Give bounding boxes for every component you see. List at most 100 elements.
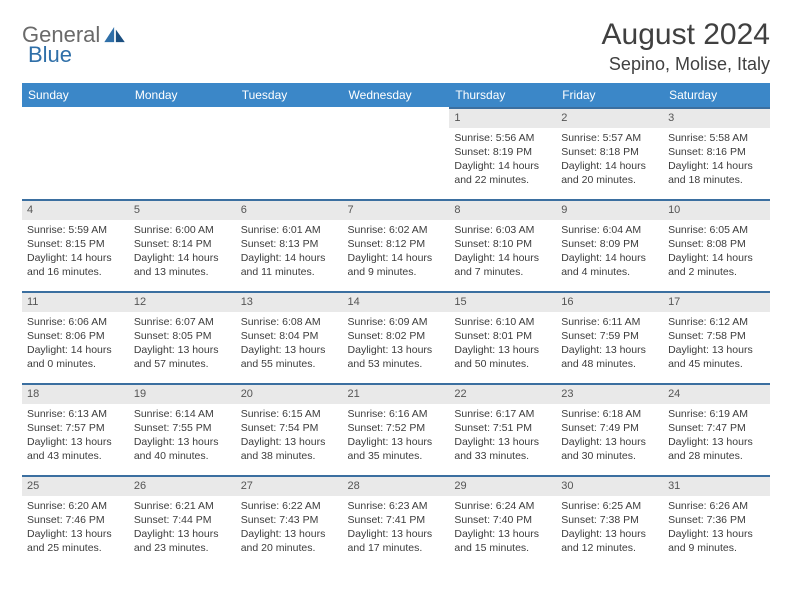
calendar-cell: 7Sunrise: 6:02 AMSunset: 8:12 PMDaylight…: [343, 199, 450, 291]
day-details: Sunrise: 6:21 AMSunset: 7:44 PMDaylight:…: [129, 496, 236, 561]
location-label: Sepino, Molise, Italy: [602, 54, 770, 75]
day-details: Sunrise: 6:08 AMSunset: 8:04 PMDaylight:…: [236, 312, 343, 377]
weekday-header: Wednesday: [343, 83, 450, 107]
day-number: 24: [663, 383, 770, 404]
calendar-cell: 2Sunrise: 5:57 AMSunset: 8:18 PMDaylight…: [556, 107, 663, 199]
day-details: Sunrise: 6:09 AMSunset: 8:02 PMDaylight:…: [343, 312, 450, 377]
logo-blue-wrap: Blue: [28, 42, 72, 68]
day-details: Sunrise: 6:15 AMSunset: 7:54 PMDaylight:…: [236, 404, 343, 469]
day-details: Sunrise: 6:10 AMSunset: 8:01 PMDaylight:…: [449, 312, 556, 377]
month-title: August 2024: [602, 18, 770, 52]
calendar-row: 18Sunrise: 6:13 AMSunset: 7:57 PMDayligh…: [22, 383, 770, 475]
day-details: Sunrise: 6:20 AMSunset: 7:46 PMDaylight:…: [22, 496, 129, 561]
day-number: 14: [343, 291, 450, 312]
page-header: General August 2024 Sepino, Molise, Ital…: [22, 18, 770, 75]
day-details: Sunrise: 6:19 AMSunset: 7:47 PMDaylight:…: [663, 404, 770, 469]
calendar-cell: 21Sunrise: 6:16 AMSunset: 7:52 PMDayligh…: [343, 383, 450, 475]
day-details: Sunrise: 6:17 AMSunset: 7:51 PMDaylight:…: [449, 404, 556, 469]
calendar-cell: 28Sunrise: 6:23 AMSunset: 7:41 PMDayligh…: [343, 475, 450, 567]
day-details: Sunrise: 5:58 AMSunset: 8:16 PMDaylight:…: [663, 128, 770, 193]
weekday-header: Friday: [556, 83, 663, 107]
calendar-cell: 18Sunrise: 6:13 AMSunset: 7:57 PMDayligh…: [22, 383, 129, 475]
calendar-cell: [22, 107, 129, 199]
calendar-cell: 31Sunrise: 6:26 AMSunset: 7:36 PMDayligh…: [663, 475, 770, 567]
weekday-header: Tuesday: [236, 83, 343, 107]
title-block: August 2024 Sepino, Molise, Italy: [602, 18, 770, 75]
calendar-cell: 5Sunrise: 6:00 AMSunset: 8:14 PMDaylight…: [129, 199, 236, 291]
day-number: 7: [343, 199, 450, 220]
calendar-body: 1Sunrise: 5:56 AMSunset: 8:19 PMDaylight…: [22, 107, 770, 567]
calendar-cell: 26Sunrise: 6:21 AMSunset: 7:44 PMDayligh…: [129, 475, 236, 567]
day-number: 5: [129, 199, 236, 220]
day-number: 10: [663, 199, 770, 220]
calendar-row: 25Sunrise: 6:20 AMSunset: 7:46 PMDayligh…: [22, 475, 770, 567]
calendar-cell: 4Sunrise: 5:59 AMSunset: 8:15 PMDaylight…: [22, 199, 129, 291]
calendar-row: 11Sunrise: 6:06 AMSunset: 8:06 PMDayligh…: [22, 291, 770, 383]
calendar-cell: 9Sunrise: 6:04 AMSunset: 8:09 PMDaylight…: [556, 199, 663, 291]
calendar-cell: 29Sunrise: 6:24 AMSunset: 7:40 PMDayligh…: [449, 475, 556, 567]
day-details: Sunrise: 6:13 AMSunset: 7:57 PMDaylight:…: [22, 404, 129, 469]
day-number: 9: [556, 199, 663, 220]
calendar-table: SundayMondayTuesdayWednesdayThursdayFrid…: [22, 83, 770, 567]
day-number: 2: [556, 107, 663, 128]
calendar-header-row: SundayMondayTuesdayWednesdayThursdayFrid…: [22, 83, 770, 107]
day-details: Sunrise: 6:22 AMSunset: 7:43 PMDaylight:…: [236, 496, 343, 561]
weekday-header: Sunday: [22, 83, 129, 107]
day-details: Sunrise: 5:56 AMSunset: 8:19 PMDaylight:…: [449, 128, 556, 193]
day-number: 28: [343, 475, 450, 496]
day-number: 17: [663, 291, 770, 312]
day-details: Sunrise: 6:04 AMSunset: 8:09 PMDaylight:…: [556, 220, 663, 285]
day-number: 21: [343, 383, 450, 404]
calendar-cell: 27Sunrise: 6:22 AMSunset: 7:43 PMDayligh…: [236, 475, 343, 567]
day-number: 23: [556, 383, 663, 404]
day-number: 26: [129, 475, 236, 496]
day-details: Sunrise: 6:11 AMSunset: 7:59 PMDaylight:…: [556, 312, 663, 377]
calendar-cell: 15Sunrise: 6:10 AMSunset: 8:01 PMDayligh…: [449, 291, 556, 383]
calendar-cell: 22Sunrise: 6:17 AMSunset: 7:51 PMDayligh…: [449, 383, 556, 475]
day-details: Sunrise: 6:24 AMSunset: 7:40 PMDaylight:…: [449, 496, 556, 561]
calendar-cell: [236, 107, 343, 199]
calendar-cell: 19Sunrise: 6:14 AMSunset: 7:55 PMDayligh…: [129, 383, 236, 475]
day-details: Sunrise: 6:14 AMSunset: 7:55 PMDaylight:…: [129, 404, 236, 469]
calendar-cell: 11Sunrise: 6:06 AMSunset: 8:06 PMDayligh…: [22, 291, 129, 383]
calendar-cell: 17Sunrise: 6:12 AMSunset: 7:58 PMDayligh…: [663, 291, 770, 383]
weekday-header: Thursday: [449, 83, 556, 107]
day-details: Sunrise: 6:26 AMSunset: 7:36 PMDaylight:…: [663, 496, 770, 561]
calendar-cell: 30Sunrise: 6:25 AMSunset: 7:38 PMDayligh…: [556, 475, 663, 567]
day-details: Sunrise: 6:23 AMSunset: 7:41 PMDaylight:…: [343, 496, 450, 561]
day-number: 12: [129, 291, 236, 312]
day-details: Sunrise: 6:25 AMSunset: 7:38 PMDaylight:…: [556, 496, 663, 561]
calendar-cell: 3Sunrise: 5:58 AMSunset: 8:16 PMDaylight…: [663, 107, 770, 199]
calendar-cell: 25Sunrise: 6:20 AMSunset: 7:46 PMDayligh…: [22, 475, 129, 567]
weekday-header: Saturday: [663, 83, 770, 107]
weekday-header: Monday: [129, 83, 236, 107]
calendar-cell: 1Sunrise: 5:56 AMSunset: 8:19 PMDaylight…: [449, 107, 556, 199]
day-number: 22: [449, 383, 556, 404]
calendar-cell: 6Sunrise: 6:01 AMSunset: 8:13 PMDaylight…: [236, 199, 343, 291]
day-details: Sunrise: 6:05 AMSunset: 8:08 PMDaylight:…: [663, 220, 770, 285]
day-details: Sunrise: 6:12 AMSunset: 7:58 PMDaylight:…: [663, 312, 770, 377]
day-number: 19: [129, 383, 236, 404]
day-number: 15: [449, 291, 556, 312]
day-number: 18: [22, 383, 129, 404]
day-details: Sunrise: 6:03 AMSunset: 8:10 PMDaylight:…: [449, 220, 556, 285]
day-number: 30: [556, 475, 663, 496]
day-number: 13: [236, 291, 343, 312]
calendar-cell: 12Sunrise: 6:07 AMSunset: 8:05 PMDayligh…: [129, 291, 236, 383]
day-details: Sunrise: 6:02 AMSunset: 8:12 PMDaylight:…: [343, 220, 450, 285]
day-details: Sunrise: 6:01 AMSunset: 8:13 PMDaylight:…: [236, 220, 343, 285]
day-details: Sunrise: 6:18 AMSunset: 7:49 PMDaylight:…: [556, 404, 663, 469]
calendar-cell: [343, 107, 450, 199]
logo-sail-icon: [104, 27, 126, 43]
calendar-cell: 8Sunrise: 6:03 AMSunset: 8:10 PMDaylight…: [449, 199, 556, 291]
calendar-cell: 23Sunrise: 6:18 AMSunset: 7:49 PMDayligh…: [556, 383, 663, 475]
day-details: Sunrise: 5:59 AMSunset: 8:15 PMDaylight:…: [22, 220, 129, 285]
day-number: 1: [449, 107, 556, 128]
day-number: 3: [663, 107, 770, 128]
day-number: 8: [449, 199, 556, 220]
day-number: 16: [556, 291, 663, 312]
calendar-cell: 13Sunrise: 6:08 AMSunset: 8:04 PMDayligh…: [236, 291, 343, 383]
day-details: Sunrise: 6:16 AMSunset: 7:52 PMDaylight:…: [343, 404, 450, 469]
day-number: 31: [663, 475, 770, 496]
calendar-row: 1Sunrise: 5:56 AMSunset: 8:19 PMDaylight…: [22, 107, 770, 199]
